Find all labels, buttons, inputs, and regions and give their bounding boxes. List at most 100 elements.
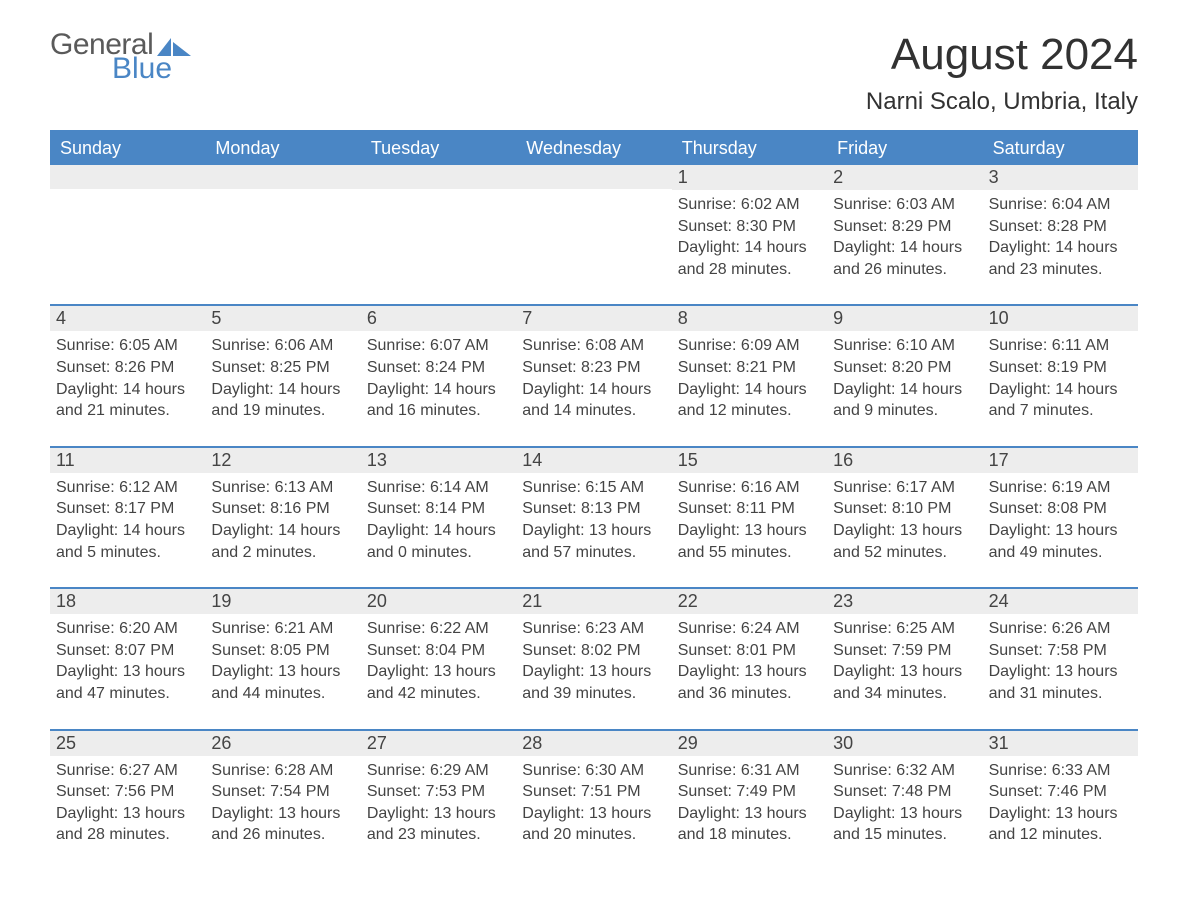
sunrise-text: Sunrise: 6:07 AM xyxy=(367,335,508,357)
daylight2-text: and 42 minutes. xyxy=(367,683,508,705)
day-number: 1 xyxy=(672,165,827,190)
day-number: 6 xyxy=(361,306,516,331)
sunrise-text: Sunrise: 6:32 AM xyxy=(833,760,974,782)
calendar-cell: 27Sunrise: 6:29 AMSunset: 7:53 PMDayligh… xyxy=(361,729,516,870)
calendar-cell: 31Sunrise: 6:33 AMSunset: 7:46 PMDayligh… xyxy=(983,729,1138,870)
day-details: Sunrise: 6:07 AMSunset: 8:24 PMDaylight:… xyxy=(361,331,516,421)
daylight1-text: Daylight: 14 hours xyxy=(211,379,352,401)
day-number: 9 xyxy=(827,306,982,331)
day-details: Sunrise: 6:08 AMSunset: 8:23 PMDaylight:… xyxy=(516,331,671,421)
day-details: Sunrise: 6:16 AMSunset: 8:11 PMDaylight:… xyxy=(672,473,827,563)
sunset-text: Sunset: 8:26 PM xyxy=(56,357,197,379)
sunset-text: Sunset: 7:53 PM xyxy=(367,781,508,803)
day-details: Sunrise: 6:03 AMSunset: 8:29 PMDaylight:… xyxy=(827,190,982,280)
sunrise-text: Sunrise: 6:26 AM xyxy=(989,618,1130,640)
logo-text-blue: Blue xyxy=(112,54,172,84)
sunrise-text: Sunrise: 6:28 AM xyxy=(211,760,352,782)
day-details: Sunrise: 6:22 AMSunset: 8:04 PMDaylight:… xyxy=(361,614,516,704)
day-details: Sunrise: 6:21 AMSunset: 8:05 PMDaylight:… xyxy=(205,614,360,704)
daylight1-text: Daylight: 14 hours xyxy=(56,520,197,542)
daylight1-text: Daylight: 13 hours xyxy=(211,661,352,683)
sunset-text: Sunset: 8:25 PM xyxy=(211,357,352,379)
day-number: 7 xyxy=(516,306,671,331)
day-details: Sunrise: 6:10 AMSunset: 8:20 PMDaylight:… xyxy=(827,331,982,421)
sunrise-text: Sunrise: 6:15 AM xyxy=(522,477,663,499)
calendar-cell: 28Sunrise: 6:30 AMSunset: 7:51 PMDayligh… xyxy=(516,729,671,870)
day-details: Sunrise: 6:11 AMSunset: 8:19 PMDaylight:… xyxy=(983,331,1138,421)
sunset-text: Sunset: 8:04 PM xyxy=(367,640,508,662)
dow-header: Wednesday xyxy=(516,132,671,165)
sunrise-text: Sunrise: 6:14 AM xyxy=(367,477,508,499)
sunrise-text: Sunrise: 6:22 AM xyxy=(367,618,508,640)
sunrise-text: Sunrise: 6:23 AM xyxy=(522,618,663,640)
sunrise-text: Sunrise: 6:11 AM xyxy=(989,335,1130,357)
calendar-cell: 1Sunrise: 6:02 AMSunset: 8:30 PMDaylight… xyxy=(672,165,827,304)
daylight2-text: and 52 minutes. xyxy=(833,542,974,564)
calendar-cell xyxy=(516,165,671,304)
sunset-text: Sunset: 7:56 PM xyxy=(56,781,197,803)
sunrise-text: Sunrise: 6:29 AM xyxy=(367,760,508,782)
daylight2-text: and 57 minutes. xyxy=(522,542,663,564)
sunrise-text: Sunrise: 6:09 AM xyxy=(678,335,819,357)
daylight2-text: and 18 minutes. xyxy=(678,824,819,846)
dow-header: Tuesday xyxy=(361,132,516,165)
sunrise-text: Sunrise: 6:10 AM xyxy=(833,335,974,357)
sunrise-text: Sunrise: 6:33 AM xyxy=(989,760,1130,782)
calendar-cell: 10Sunrise: 6:11 AMSunset: 8:19 PMDayligh… xyxy=(983,304,1138,445)
day-details: Sunrise: 6:09 AMSunset: 8:21 PMDaylight:… xyxy=(672,331,827,421)
day-number: 11 xyxy=(50,448,205,473)
day-details: Sunrise: 6:04 AMSunset: 8:28 PMDaylight:… xyxy=(983,190,1138,280)
sunset-text: Sunset: 8:19 PM xyxy=(989,357,1130,379)
calendar-cell: 5Sunrise: 6:06 AMSunset: 8:25 PMDaylight… xyxy=(205,304,360,445)
daylight1-text: Daylight: 14 hours xyxy=(522,379,663,401)
daylight1-text: Daylight: 13 hours xyxy=(833,803,974,825)
day-number: 27 xyxy=(361,731,516,756)
day-details: Sunrise: 6:02 AMSunset: 8:30 PMDaylight:… xyxy=(672,190,827,280)
daylight2-text: and 34 minutes. xyxy=(833,683,974,705)
day-number: 13 xyxy=(361,448,516,473)
calendar-cell: 8Sunrise: 6:09 AMSunset: 8:21 PMDaylight… xyxy=(672,304,827,445)
day-details: Sunrise: 6:27 AMSunset: 7:56 PMDaylight:… xyxy=(50,756,205,846)
calendar-cell: 11Sunrise: 6:12 AMSunset: 8:17 PMDayligh… xyxy=(50,446,205,587)
day-number: 4 xyxy=(50,306,205,331)
sunset-text: Sunset: 8:07 PM xyxy=(56,640,197,662)
day-details: Sunrise: 6:13 AMSunset: 8:16 PMDaylight:… xyxy=(205,473,360,563)
daylight2-text: and 19 minutes. xyxy=(211,400,352,422)
calendar-cell: 29Sunrise: 6:31 AMSunset: 7:49 PMDayligh… xyxy=(672,729,827,870)
day-number: 12 xyxy=(205,448,360,473)
daylight1-text: Daylight: 13 hours xyxy=(989,661,1130,683)
calendar-cell: 18Sunrise: 6:20 AMSunset: 8:07 PMDayligh… xyxy=(50,587,205,728)
day-number: 30 xyxy=(827,731,982,756)
sunset-text: Sunset: 8:16 PM xyxy=(211,498,352,520)
day-details: Sunrise: 6:30 AMSunset: 7:51 PMDaylight:… xyxy=(516,756,671,846)
day-details: Sunrise: 6:31 AMSunset: 7:49 PMDaylight:… xyxy=(672,756,827,846)
calendar-cell xyxy=(50,165,205,304)
day-number: 15 xyxy=(672,448,827,473)
sunset-text: Sunset: 7:59 PM xyxy=(833,640,974,662)
day-number: 25 xyxy=(50,731,205,756)
day-number: 3 xyxy=(983,165,1138,190)
logo: General Blue xyxy=(50,30,191,84)
calendar-cell: 9Sunrise: 6:10 AMSunset: 8:20 PMDaylight… xyxy=(827,304,982,445)
day-details: Sunrise: 6:05 AMSunset: 8:26 PMDaylight:… xyxy=(50,331,205,421)
daylight1-text: Daylight: 13 hours xyxy=(56,661,197,683)
daylight1-text: Daylight: 13 hours xyxy=(833,661,974,683)
sunrise-text: Sunrise: 6:27 AM xyxy=(56,760,197,782)
day-number xyxy=(516,165,671,189)
sunset-text: Sunset: 8:17 PM xyxy=(56,498,197,520)
calendar-cell: 13Sunrise: 6:14 AMSunset: 8:14 PMDayligh… xyxy=(361,446,516,587)
sunset-text: Sunset: 8:14 PM xyxy=(367,498,508,520)
day-details: Sunrise: 6:32 AMSunset: 7:48 PMDaylight:… xyxy=(827,756,982,846)
day-details: Sunrise: 6:23 AMSunset: 8:02 PMDaylight:… xyxy=(516,614,671,704)
daylight1-text: Daylight: 13 hours xyxy=(211,803,352,825)
day-number: 18 xyxy=(50,589,205,614)
daylight1-text: Daylight: 13 hours xyxy=(678,803,819,825)
sunset-text: Sunset: 8:10 PM xyxy=(833,498,974,520)
daylight1-text: Daylight: 14 hours xyxy=(678,379,819,401)
dow-header: Thursday xyxy=(672,132,827,165)
daylight2-text: and 36 minutes. xyxy=(678,683,819,705)
calendar-cell xyxy=(361,165,516,304)
daylight2-text: and 20 minutes. xyxy=(522,824,663,846)
dow-header: Sunday xyxy=(50,132,205,165)
day-number: 29 xyxy=(672,731,827,756)
